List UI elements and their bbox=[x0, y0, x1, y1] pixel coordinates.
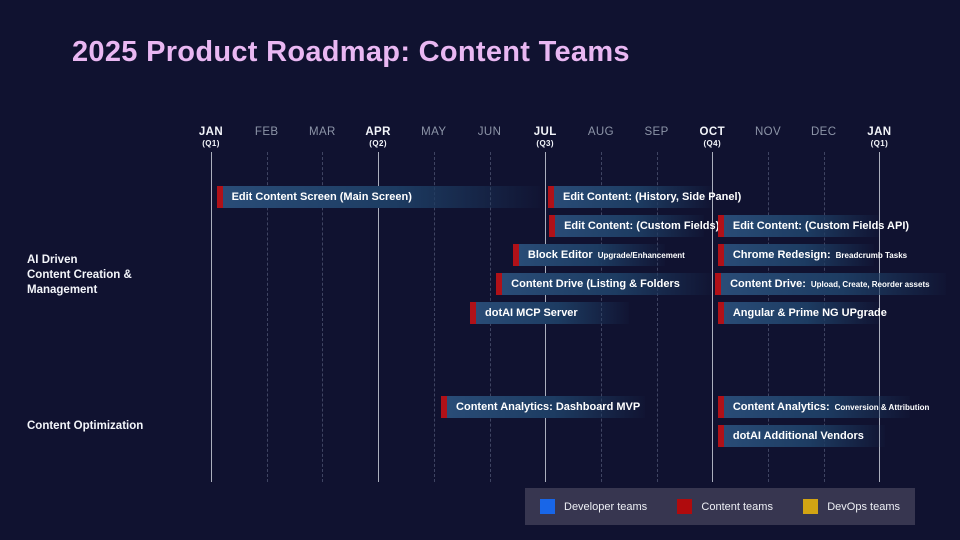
task-label: Content Drive (Listing & Folders bbox=[511, 278, 680, 290]
task-label: Edit Content: (Custom Fields API) bbox=[732, 220, 910, 232]
month-label-jun-5: JUN bbox=[477, 126, 502, 138]
quarter-gridline-3 bbox=[378, 152, 380, 482]
month-gridline-1 bbox=[266, 152, 268, 482]
team-accent-content bbox=[717, 302, 724, 324]
task-label: Content Analytics: bbox=[732, 401, 830, 413]
legend: Developer teams Content teams DevOps tea… bbox=[525, 488, 915, 525]
team-accent-content bbox=[512, 244, 519, 266]
legend-item-developer-teams: Developer teams bbox=[540, 499, 647, 514]
task-label: Edit Content: (History, Side Panel) bbox=[562, 191, 742, 203]
task-bar: dotAI MCP Server bbox=[470, 302, 629, 324]
month-label-oct-9: OCT (Q4) bbox=[699, 126, 726, 148]
month-label-dec-11: DEC bbox=[810, 126, 837, 138]
content-teams-swatch bbox=[677, 499, 693, 514]
task-label: Edit Content Screen (Main Screen) bbox=[231, 191, 412, 203]
quarter-gridline-12 bbox=[879, 152, 881, 482]
team-accent-content bbox=[496, 273, 503, 295]
task-label: Edit Content: (Custom Fields) bbox=[564, 220, 720, 232]
team-accent-content bbox=[547, 186, 554, 208]
legend-label: Content teams bbox=[701, 500, 773, 513]
task-bar: Content Drive: Upload, Create, Reorder as… bbox=[715, 273, 947, 295]
task-sublabel: Breadcrumb Tasks bbox=[835, 250, 908, 260]
legend-item-devops-teams: DevOps teams bbox=[803, 499, 900, 514]
task-label: Content Analytics: Dashboard MVP bbox=[456, 401, 641, 413]
month-label-sep-8: SEP bbox=[644, 126, 669, 138]
team-accent-content bbox=[216, 186, 223, 208]
team-accent-content bbox=[441, 396, 448, 418]
month-gridline-8 bbox=[656, 152, 658, 482]
task-sublabel: Conversion & Attribution bbox=[834, 402, 930, 412]
group-label-ai-driven: AI Driven Content Creation & Management bbox=[27, 254, 132, 296]
team-accent-content bbox=[549, 215, 556, 237]
task-bar: Content Analytics: Conversion & Attributi… bbox=[717, 396, 929, 418]
team-accent-content bbox=[470, 302, 476, 324]
quarter-gridline-0 bbox=[211, 152, 212, 482]
month-label-apr-3: APR (Q2) bbox=[365, 126, 391, 148]
team-accent-content bbox=[717, 215, 724, 237]
month-label-may-4: MAY bbox=[421, 126, 447, 138]
task-sublabel: Upload, Create, Reorder assets bbox=[810, 279, 930, 289]
team-accent-content bbox=[717, 244, 724, 266]
task-label: dotAI Additional Vendors bbox=[732, 430, 864, 442]
task-sublabel: Upgrade/Enhancement bbox=[597, 250, 685, 260]
legend-item-content-teams: Content teams bbox=[677, 499, 773, 514]
month-label-aug-7: AUG bbox=[587, 126, 614, 138]
team-accent-content bbox=[715, 273, 722, 295]
task-bar: Edit Content: (Custom Fields) bbox=[549, 215, 719, 237]
month-label-jan-0: JAN (Q1) bbox=[198, 126, 224, 148]
legend-label: Developer teams bbox=[564, 500, 648, 513]
developer-teams-swatch bbox=[540, 499, 555, 514]
month-label-jul-6: JUL (Q3) bbox=[533, 126, 557, 148]
month-label-feb-1: FEB bbox=[254, 126, 279, 138]
task-bar: Edit Content: (History, Side Panel) bbox=[547, 186, 741, 208]
month-gridline-2 bbox=[322, 152, 324, 482]
team-accent-content bbox=[717, 396, 724, 418]
task-bar: Block Editor Upgrade/Enhancement bbox=[512, 244, 685, 266]
task-label: dotAI MCP Server bbox=[485, 307, 578, 319]
task-bar: Edit Content Screen (Main Screen) bbox=[216, 186, 540, 208]
task-bar: Content Analytics: Dashboard MVP bbox=[441, 396, 646, 418]
team-accent-content bbox=[717, 425, 724, 447]
quarter-gridline-9 bbox=[712, 152, 714, 482]
month-label-mar-2: MAR bbox=[309, 126, 336, 138]
task-label: Chrome Redesign: bbox=[732, 249, 831, 261]
legend-label: DevOps teams bbox=[827, 500, 900, 513]
task-bar: Content Drive (Listing & Folders bbox=[496, 273, 713, 295]
task-bar: dotAI Additional Vendors bbox=[717, 425, 885, 447]
task-bar: Edit Content: (Custom Fields API) bbox=[717, 215, 909, 237]
month-label-nov-10: NOV bbox=[754, 126, 782, 138]
page-title: 2025 Product Roadmap: Content Teams bbox=[72, 36, 630, 68]
month-gridline-4 bbox=[433, 152, 435, 482]
devops-teams-swatch bbox=[803, 499, 819, 514]
group-label-content-optimization: Content Optimization bbox=[27, 420, 144, 432]
month-label-jan-12: JAN (Q1) bbox=[867, 126, 892, 148]
task-label: Block Editor bbox=[527, 249, 593, 261]
task-bar: Angular & Prime NG UPgrade bbox=[717, 302, 887, 324]
task-label: Content Drive: bbox=[730, 278, 806, 290]
task-label: Angular & Prime NG UPgrade bbox=[732, 307, 887, 319]
task-bar: Chrome Redesign: Breadcrumb Tasks bbox=[717, 244, 907, 266]
